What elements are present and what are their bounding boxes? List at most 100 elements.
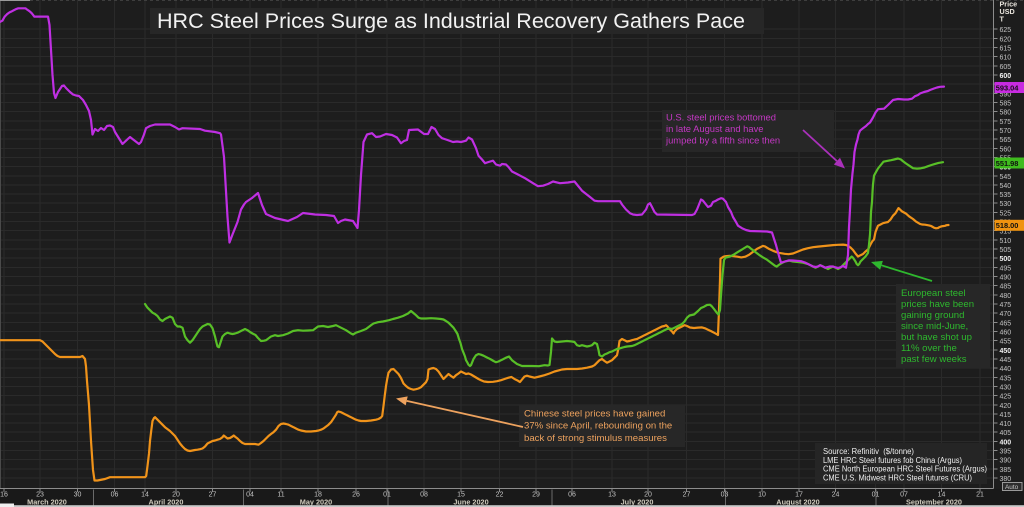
svg-text:575: 575 (1000, 119, 1012, 126)
svg-text:495: 495 (1000, 265, 1012, 272)
svg-text:620: 620 (1000, 36, 1012, 43)
svg-text:14: 14 (141, 492, 149, 499)
svg-text:04: 04 (246, 492, 254, 499)
svg-text:prices have been: prices have been (901, 299, 974, 310)
svg-text:Auto: Auto (1005, 484, 1019, 491)
svg-text:570: 570 (1000, 128, 1012, 135)
svg-text:405: 405 (1000, 430, 1012, 437)
svg-text:535: 535 (1000, 192, 1012, 199)
svg-text:27: 27 (683, 492, 691, 499)
svg-text:20: 20 (172, 492, 180, 499)
svg-text:510: 510 (1000, 238, 1012, 245)
svg-text:37% since April, rebounding on: 37% since April, rebounding on the (524, 421, 672, 432)
svg-text:390: 390 (1000, 458, 1012, 465)
svg-text:10: 10 (758, 492, 766, 499)
svg-text:08: 08 (420, 492, 428, 499)
svg-text:18: 18 (314, 492, 322, 499)
svg-text:445: 445 (1000, 357, 1012, 364)
svg-text:September 2020: September 2020 (906, 497, 962, 506)
svg-text:380: 380 (1000, 476, 1012, 483)
svg-text:610: 610 (1000, 55, 1012, 62)
svg-text:30: 30 (74, 492, 82, 499)
svg-text:545: 545 (1000, 174, 1012, 181)
svg-text:06: 06 (568, 492, 576, 499)
svg-text:400: 400 (1000, 439, 1012, 446)
svg-text:June 2020: June 2020 (453, 497, 488, 506)
svg-text:01: 01 (383, 492, 391, 499)
svg-text:April 2020: April 2020 (149, 497, 184, 506)
svg-text:21: 21 (976, 492, 984, 499)
svg-text:20: 20 (644, 492, 652, 499)
svg-text:385: 385 (1000, 467, 1012, 474)
svg-text:past few weeks: past few weeks (901, 354, 967, 365)
svg-text:600: 600 (1000, 73, 1012, 80)
svg-text:Chinese steel prices have gain: Chinese steel prices have gained (524, 409, 665, 420)
svg-text:CME North European HRC Steel F: CME North European HRC Steel Futures (Ar… (823, 465, 987, 474)
svg-text:17: 17 (795, 492, 803, 499)
svg-text:615: 615 (1000, 46, 1012, 53)
svg-text:16: 16 (0, 492, 8, 499)
svg-text:430: 430 (1000, 384, 1012, 391)
svg-text:August 2020: August 2020 (776, 497, 819, 506)
svg-text:but have shot up: but have shot up (901, 332, 972, 343)
svg-text:March 2020: March 2020 (27, 497, 67, 506)
svg-text:since mid-June,: since mid-June, (901, 321, 968, 332)
svg-text:440: 440 (1000, 366, 1012, 373)
svg-text:565: 565 (1000, 137, 1012, 144)
svg-text:May 2020: May 2020 (300, 497, 332, 506)
svg-text:530: 530 (1000, 201, 1012, 208)
svg-text:450: 450 (1000, 348, 1012, 355)
svg-text:July 2020: July 2020 (621, 497, 654, 506)
svg-text:485: 485 (1000, 284, 1012, 291)
svg-text:15: 15 (457, 492, 465, 499)
svg-text:490: 490 (1000, 275, 1012, 282)
svg-text:518.00: 518.00 (996, 221, 1019, 230)
svg-text:26: 26 (352, 492, 360, 499)
svg-text:605: 605 (1000, 64, 1012, 71)
svg-text:07: 07 (900, 492, 908, 499)
svg-text:465: 465 (1000, 320, 1012, 327)
svg-text:515: 515 (1000, 229, 1012, 236)
svg-text:23: 23 (36, 492, 44, 499)
svg-text:HRC Steel Prices Surge as Indu: HRC Steel Prices Surge as Industrial Rec… (157, 10, 745, 33)
svg-text:435: 435 (1000, 375, 1012, 382)
svg-text:T: T (1000, 15, 1005, 24)
svg-text:CME U.S. Midwest HRC Steel fut: CME U.S. Midwest HRC Steel futures (CRU) (823, 473, 972, 482)
svg-text:01: 01 (872, 492, 880, 499)
svg-text:in late August and have: in late August and have (666, 123, 763, 134)
svg-text:European steel: European steel (901, 288, 966, 299)
svg-text:410: 410 (1000, 421, 1012, 428)
svg-text:03: 03 (721, 492, 729, 499)
svg-text:455: 455 (1000, 339, 1012, 346)
svg-text:395: 395 (1000, 449, 1012, 456)
svg-text:590: 590 (1000, 91, 1012, 98)
svg-text:U.S. steel prices bottomed: U.S. steel prices bottomed (666, 112, 776, 123)
svg-text:475: 475 (1000, 302, 1012, 309)
svg-text:LME HRC Steel futures fob Chin: LME HRC Steel futures fob China (Argus) (823, 456, 962, 465)
svg-text:06: 06 (111, 492, 119, 499)
svg-text:580: 580 (1000, 110, 1012, 117)
svg-text:505: 505 (1000, 247, 1012, 254)
svg-text:500: 500 (1000, 256, 1012, 263)
svg-text:585: 585 (1000, 101, 1012, 108)
svg-text:480: 480 (1000, 293, 1012, 300)
svg-text:525: 525 (1000, 210, 1012, 217)
svg-text:gaining ground: gaining ground (901, 310, 964, 321)
svg-text:USD: USD (1000, 7, 1015, 16)
svg-text:13: 13 (608, 492, 616, 499)
svg-text:420: 420 (1000, 403, 1012, 410)
svg-text:11% over the: 11% over the (901, 343, 957, 354)
svg-text:Price: Price (1000, 0, 1018, 9)
svg-text:560: 560 (1000, 146, 1012, 153)
svg-text:425: 425 (1000, 394, 1012, 401)
svg-text:11: 11 (277, 492, 284, 499)
svg-text:22: 22 (496, 492, 504, 499)
svg-text:27: 27 (209, 492, 217, 499)
svg-text:jumped by a fifth since then: jumped by a fifth since then (665, 134, 780, 145)
svg-text:540: 540 (1000, 183, 1012, 190)
svg-text:back of strong stimulus measur: back of strong stimulus measures (524, 433, 667, 444)
svg-text:Source: Refinitiv ($/tonne): Source: Refinitiv ($/tonne) (823, 447, 914, 456)
svg-text:14: 14 (938, 492, 946, 499)
svg-text:551.98: 551.98 (996, 159, 1019, 168)
svg-text:470: 470 (1000, 311, 1012, 318)
